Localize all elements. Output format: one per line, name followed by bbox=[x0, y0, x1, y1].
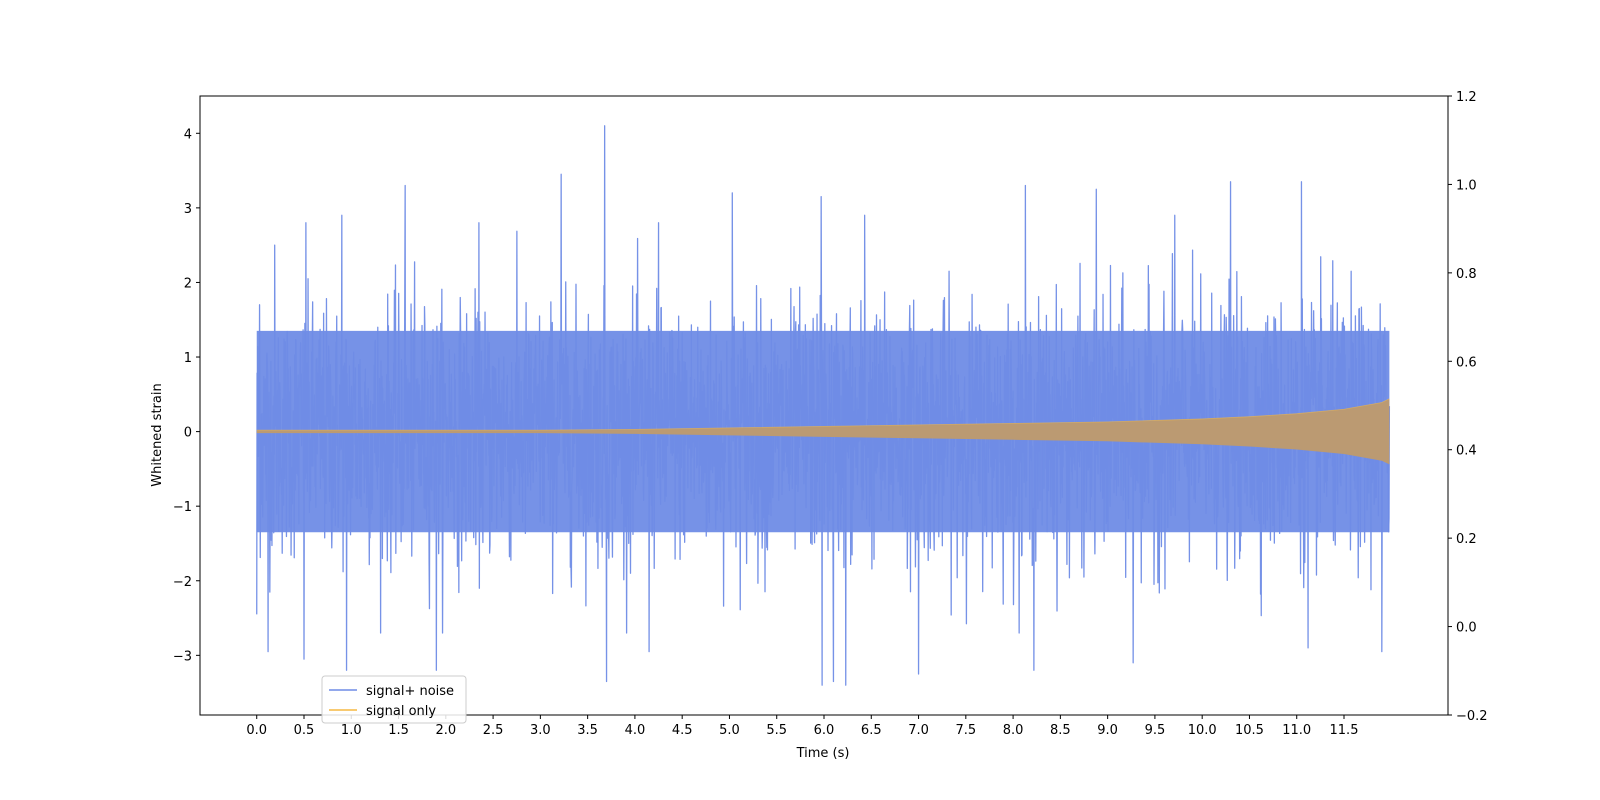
x-tick-label: 9.5 bbox=[1145, 723, 1166, 738]
y2-tick-label: 0.8 bbox=[1456, 267, 1477, 282]
y2-tick-label: 0.4 bbox=[1456, 444, 1477, 459]
x-tick-label: 9.0 bbox=[1097, 723, 1118, 738]
x-axis: 0.0 0.5 1.0 1.5 2.0 2.5 3.0 3.5 4.0 4.5 5.0 5.5 6.0 6… bbox=[246, 715, 1358, 738]
y-tick-label: −1 bbox=[173, 500, 192, 515]
y2-tick-label: 1.0 bbox=[1456, 178, 1477, 193]
y-tick-label: 2 bbox=[184, 276, 192, 291]
y-axis-left: −3 −2 −1 0 1 2 3 4 bbox=[173, 127, 200, 664]
x-tick-label: 6.5 bbox=[861, 723, 882, 738]
x-tick-label: 10.0 bbox=[1188, 723, 1217, 738]
x-tick-label: 7.0 bbox=[908, 723, 929, 738]
y2-tick-label: 0.0 bbox=[1456, 621, 1477, 636]
x-tick-label: 11.5 bbox=[1330, 723, 1359, 738]
x-tick-label: 4.0 bbox=[625, 723, 646, 738]
x-tick-label: 1.0 bbox=[341, 723, 362, 738]
y-tick-label: 1 bbox=[184, 351, 192, 366]
legend-label-signal-only: signal only bbox=[366, 704, 436, 719]
x-tick-label: 0.0 bbox=[246, 723, 267, 738]
series-fill-signal-only bbox=[256, 398, 1390, 465]
series-line-signal-only bbox=[256, 398, 1390, 431]
x-tick-label: 5.5 bbox=[766, 723, 787, 738]
y-axis-right: −0.2 0.0 0.2 0.4 0.6 0.8 1.0 1.2 bbox=[1448, 90, 1488, 724]
x-tick-label: 2.5 bbox=[483, 723, 504, 738]
y-tick-label: 4 bbox=[184, 127, 192, 142]
legend-box bbox=[321, 675, 467, 724]
y-tick-label: 0 bbox=[184, 426, 192, 441]
x-tick-label: 2.0 bbox=[435, 723, 456, 738]
x-tick-label: 8.0 bbox=[1003, 723, 1024, 738]
x-axis-label: Time (s) bbox=[796, 746, 850, 761]
y2-tick-label: 0.2 bbox=[1456, 532, 1477, 547]
x-tick-label: 1.5 bbox=[388, 723, 409, 738]
y-axis-label: Whitened strain bbox=[150, 383, 165, 486]
y-tick-label: 3 bbox=[184, 202, 192, 217]
x-tick-label: 10.5 bbox=[1235, 723, 1264, 738]
x-tick-label: 0.5 bbox=[294, 723, 315, 738]
y2-tick-label: −0.2 bbox=[1456, 709, 1488, 724]
x-tick-label: 8.5 bbox=[1050, 723, 1071, 738]
x-tick-label: 11.0 bbox=[1282, 723, 1311, 738]
y2-tick-label: 1.2 bbox=[1456, 90, 1477, 105]
x-tick-label: 3.0 bbox=[530, 723, 551, 738]
x-tick-label: 6.0 bbox=[814, 723, 835, 738]
y-tick-label: −2 bbox=[173, 575, 192, 590]
x-tick-label: 4.5 bbox=[672, 723, 693, 738]
y-tick-label: −3 bbox=[173, 649, 192, 664]
legend: signal+ noise signal only bbox=[321, 675, 467, 724]
y2-tick-label: 0.6 bbox=[1456, 355, 1477, 370]
x-tick-label: 7.5 bbox=[955, 723, 976, 738]
x-tick-label: 5.0 bbox=[719, 723, 740, 738]
plot-area bbox=[256, 125, 1391, 686]
x-tick-label: 3.5 bbox=[577, 723, 598, 738]
legend-label-signal-noise: signal+ noise bbox=[366, 684, 454, 699]
